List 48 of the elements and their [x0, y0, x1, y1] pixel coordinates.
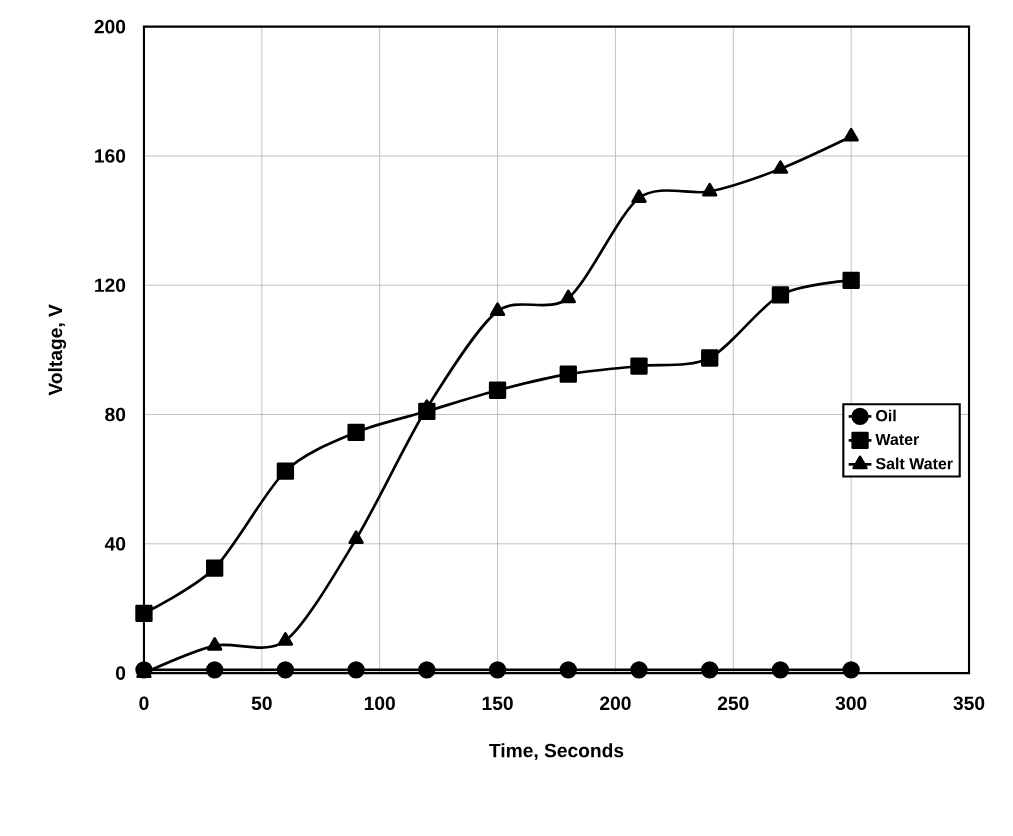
y-tick-label: 80 — [105, 407, 126, 422]
point — [277, 632, 294, 646]
point — [702, 182, 718, 197]
point — [488, 661, 507, 679]
x-tick-label: 0 — [139, 696, 149, 711]
point — [560, 289, 576, 304]
point — [701, 349, 719, 367]
point — [135, 604, 153, 623]
y-tick-label: 160 — [95, 149, 126, 163]
point — [276, 462, 295, 480]
x-tick-label: 150 — [482, 696, 513, 711]
x-tick-label: 100 — [364, 696, 395, 711]
y-tick-label: 200 — [94, 20, 126, 34]
point — [559, 661, 577, 679]
point — [842, 661, 860, 679]
x-tick-label: 50 — [251, 696, 272, 711]
point — [348, 530, 364, 545]
y-axis-title: Voltage, V — [48, 304, 67, 396]
point — [347, 423, 365, 442]
legend-label: Salt Water — [875, 457, 953, 470]
point — [771, 661, 790, 679]
point — [347, 661, 365, 679]
y-tick-label: 120 — [95, 278, 126, 293]
point — [701, 661, 719, 679]
point — [771, 286, 790, 304]
point — [630, 661, 648, 679]
point — [418, 661, 436, 679]
point — [206, 559, 224, 577]
legend-label: Water — [875, 434, 920, 446]
legend-label: Oil — [876, 409, 896, 422]
x-tick-label: 350 — [953, 696, 985, 711]
x-axis-title: Time, Seconds — [489, 743, 624, 761]
point — [206, 637, 223, 651]
point — [631, 189, 647, 204]
x-tick-label: 250 — [717, 696, 749, 711]
point — [772, 160, 789, 175]
point — [842, 271, 860, 290]
point — [206, 661, 224, 679]
point — [630, 357, 648, 375]
y-tick-label: 40 — [104, 537, 126, 551]
x-tick-label: 200 — [600, 696, 631, 711]
x-tick-label: 300 — [835, 696, 867, 711]
point — [489, 302, 506, 317]
y-tick-label: 0 — [116, 666, 126, 681]
point — [559, 365, 577, 383]
point — [488, 381, 507, 400]
point — [843, 128, 859, 142]
point — [276, 661, 295, 679]
